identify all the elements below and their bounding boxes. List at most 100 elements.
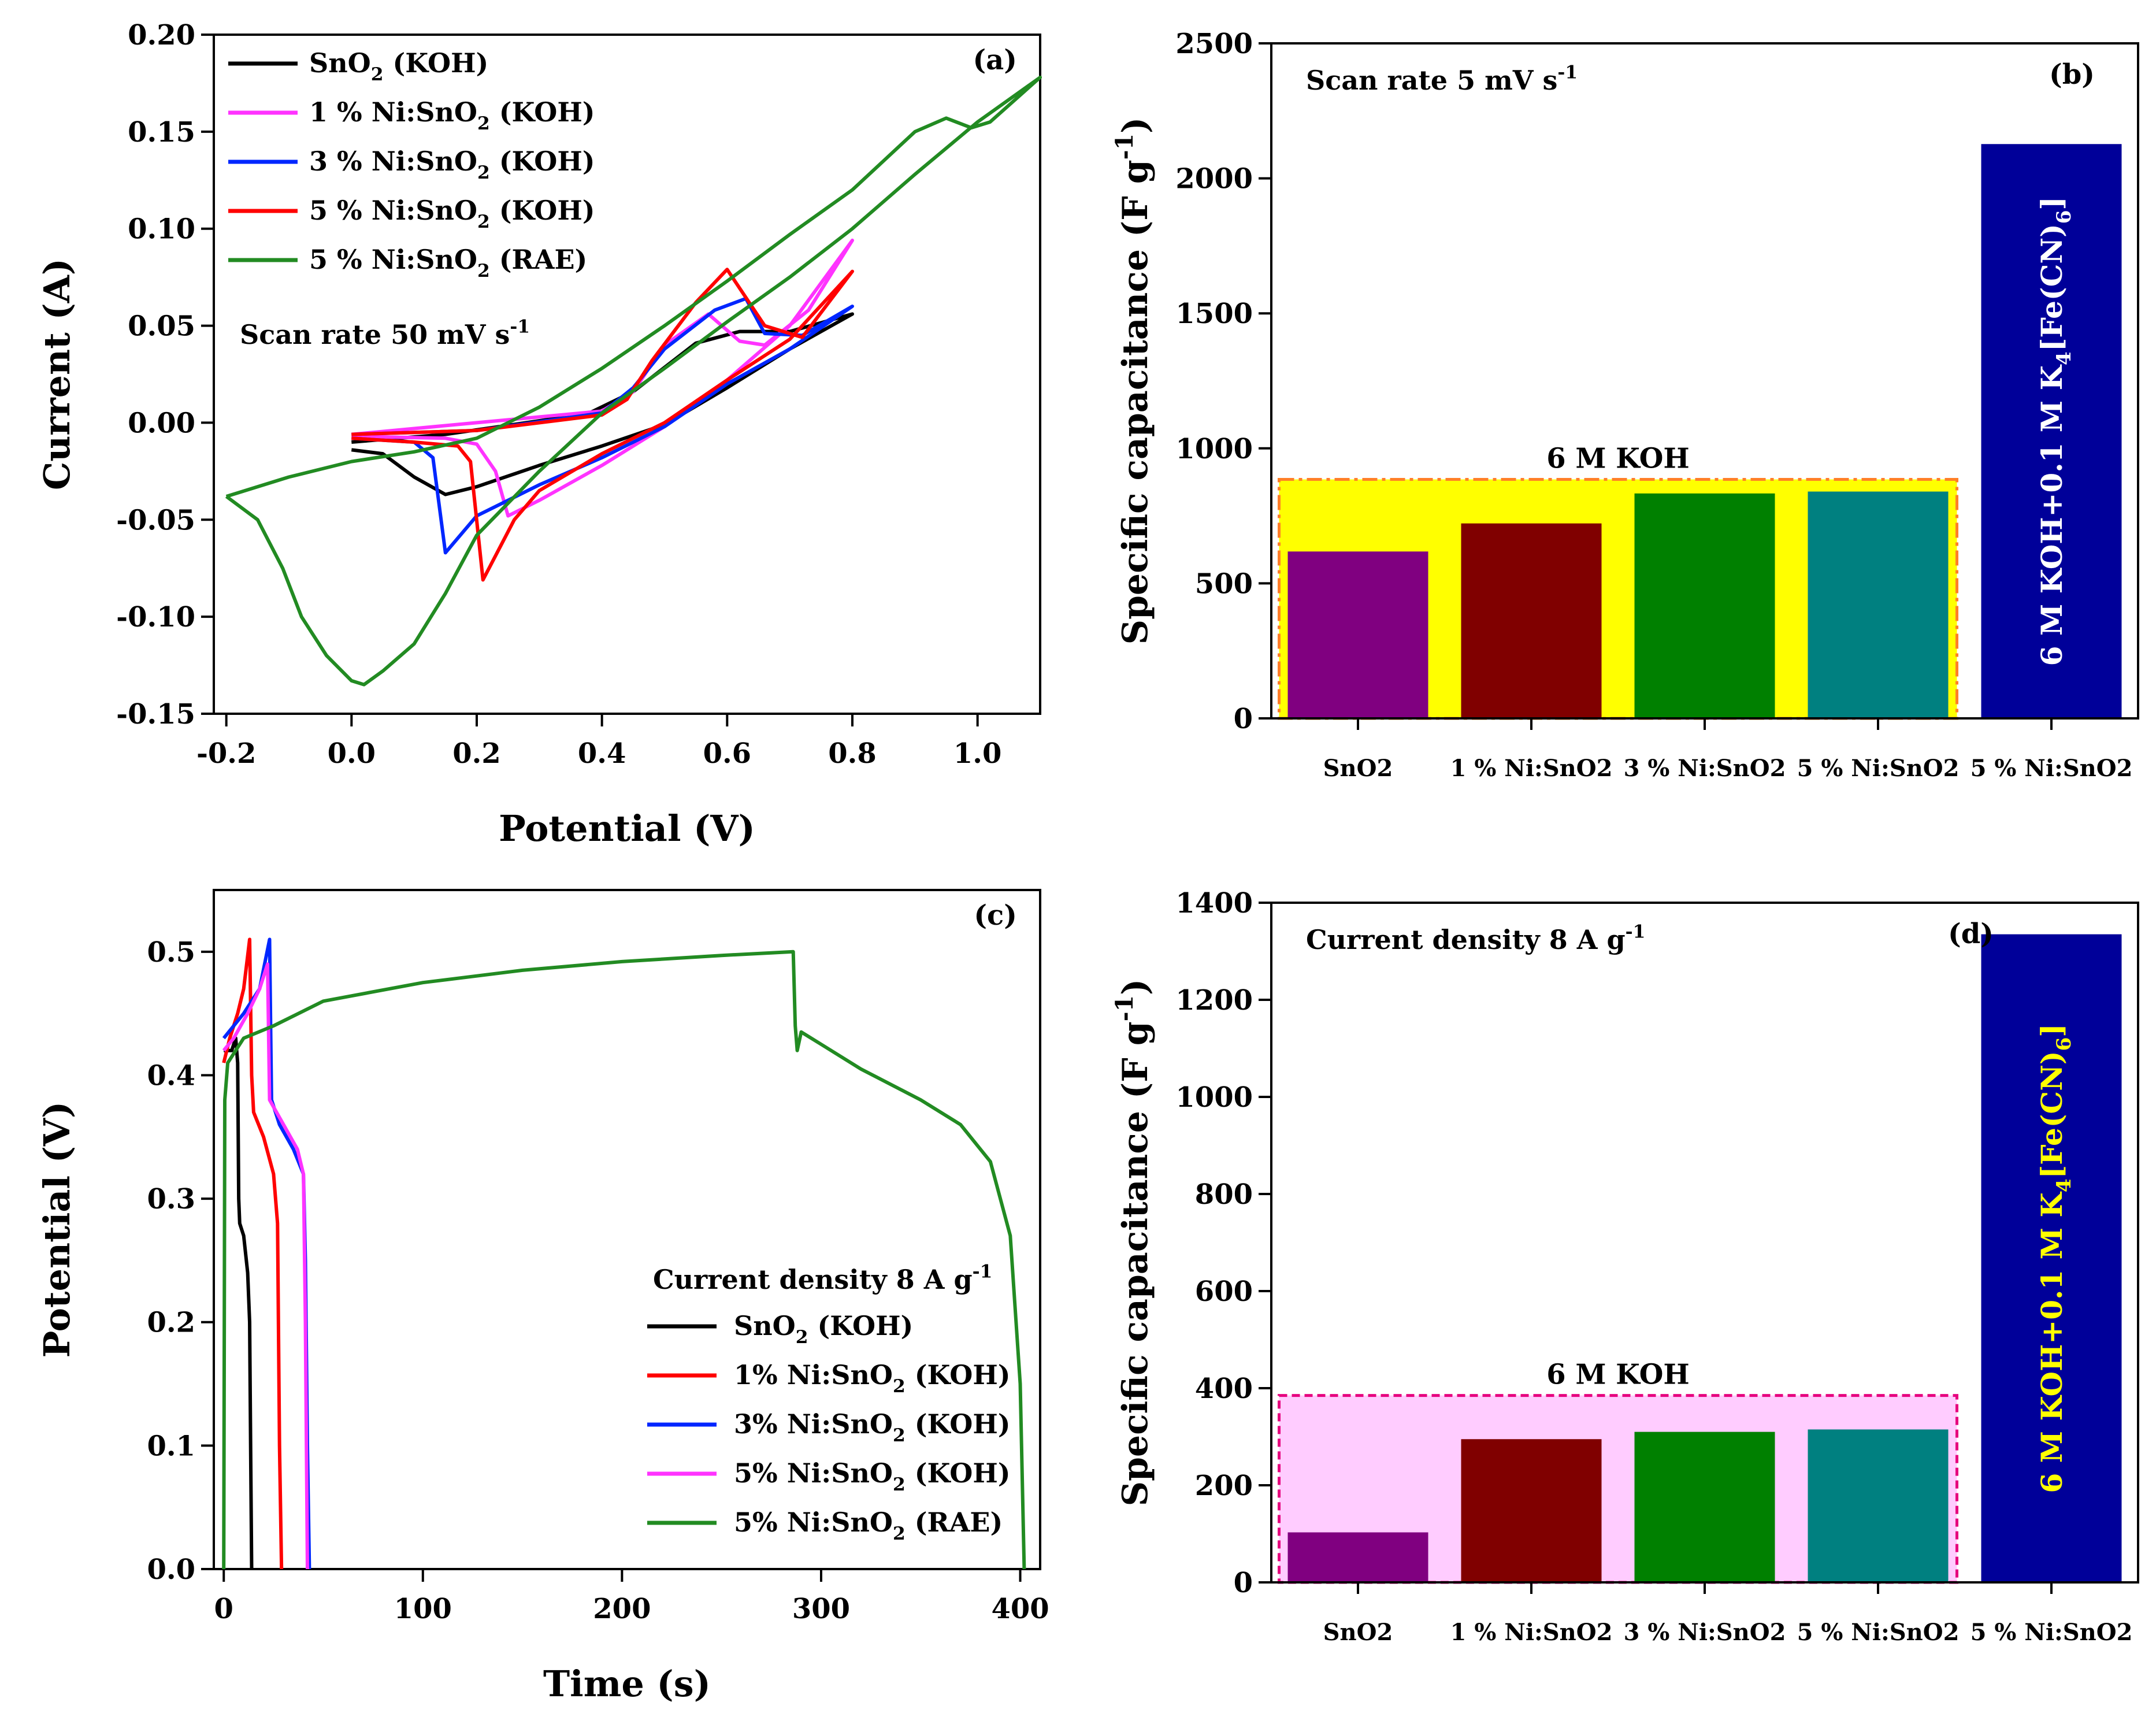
legend-entry: 3 % Ni:SnO2 (KOH) [309, 146, 595, 183]
x-tick-label: 300 [792, 1593, 850, 1625]
y-tick-label: 0.00 [128, 407, 195, 439]
bar-2 [1634, 493, 1775, 718]
bar-0 [1287, 1532, 1428, 1582]
legend-entry: 5% Ni:SnO2 (KOH) [734, 1458, 1011, 1495]
category-label: 5 % Ni:SnO2 [1797, 755, 1960, 782]
y-tick-label: 1000 [1175, 1081, 1253, 1114]
y-tick-label: 0.20 [128, 19, 195, 51]
y-tick-label: 1500 [1175, 298, 1253, 330]
panel-label: (c) [974, 899, 1017, 932]
y-tick-label: 200 [1195, 1470, 1253, 1502]
x-axis-label: Potential (V) [499, 807, 755, 850]
y-axis-label: Specific capacitance (F g-1) [1111, 117, 1156, 645]
legend-entry: SnO2 (KOH) [734, 1310, 913, 1348]
y-tick-label: 0.5 [147, 936, 195, 969]
y-tick-label: -0.05 [116, 504, 195, 536]
category-label: 3 % Ni:SnO2 [1624, 1619, 1786, 1646]
y-tick-label: 0.3 [147, 1183, 195, 1215]
category-label: 1 % Ni:SnO2 [1450, 755, 1613, 782]
series-line-4 [225, 75, 1042, 687]
x-tick-label: 0.8 [828, 737, 877, 770]
chart-panel-b: 6 M KOH 0 500 1000 1500 2000 2500 SnO2 1 % Ni:Sn… [1111, 28, 2139, 782]
y-tick-label: 400 [1195, 1373, 1253, 1405]
legend-entry: SnO2 (KOH) [309, 47, 488, 85]
plot-frame [213, 889, 1041, 1570]
y-tick-label: 0.4 [147, 1059, 195, 1092]
category-label: 1 % Ni:SnO2 [1450, 1619, 1613, 1646]
legend-entry: 5 % Ni:SnO2 (KOH) [309, 195, 595, 232]
x-tick-label: 1.0 [953, 737, 1002, 770]
panel-label: (d) [1948, 918, 1994, 950]
y-tick-label: 0.15 [128, 116, 195, 149]
legend-entry: 1 % Ni:SnO2 (KOH) [309, 97, 595, 134]
annotation: Current density 8 A g-1 [1306, 922, 1645, 955]
category-label: 3 % Ni:SnO2 [1624, 755, 1786, 782]
y-tick-label: 500 [1195, 568, 1253, 600]
y-tick-label: 1200 [1175, 984, 1253, 1017]
panel-label: (b) [2049, 58, 2095, 91]
bar-2 [1634, 1432, 1775, 1582]
series-line-3 [351, 268, 854, 582]
category-label: SnO2 [1323, 755, 1393, 782]
legend-title: Current density 8 A g-1 [653, 1262, 992, 1295]
y-tick-label: 800 [1195, 1178, 1253, 1211]
y-tick-label: 1000 [1175, 433, 1253, 465]
x-tick-label: 0.6 [703, 737, 752, 770]
bar-3 [1808, 1429, 1949, 1582]
legend-entry: 1% Ni:SnO2 (KOH) [734, 1359, 1011, 1397]
annotation: Scan rate 5 mV s-1 [1306, 62, 1578, 96]
x-axis-label: Time (s) [543, 1663, 711, 1705]
legend-entry: 5 % Ni:SnO2 (RAE) [309, 244, 587, 281]
y-tick-label: 0.2 [147, 1307, 195, 1339]
series-line-1 [222, 937, 284, 1570]
chart-panel-a: -0.15 -0.10 -0.05 0.00 0.05 0.10 0.15 0.20 -0.2 0… [36, 19, 1042, 850]
x-tick-label: -0.2 [196, 737, 256, 770]
group-label: 6 M KOH [1546, 443, 1690, 475]
annotation: Scan rate 50 mV s-1 [240, 317, 530, 350]
x-tick-label: 0.2 [452, 737, 501, 770]
x-tick-label: 100 [394, 1593, 452, 1625]
chart-panel-c: 0.0 0.1 0.2 0.3 0.4 0.5 0 100 200 300 400 Time (s) P… [36, 889, 1049, 1705]
y-tick-label: 0.0 [147, 1553, 195, 1586]
group-label: 6 M KOH [1546, 1359, 1690, 1391]
y-axis-label: Current (A) [36, 258, 78, 490]
category-label: 5 % Ni:SnO2 [1971, 755, 2133, 782]
bar-0 [1287, 551, 1428, 718]
category-label: SnO2 [1323, 1619, 1393, 1646]
x-tick-label: 0.4 [578, 737, 626, 770]
series-line-1 [351, 238, 854, 518]
bar-1 [1461, 523, 1602, 718]
y-tick-label: 0.1 [147, 1430, 195, 1462]
y-axis-label: Potential (V) [36, 1102, 78, 1358]
chart-panel-d: 6 M KOH 0 200 400 600 800 1000 1200 1400 SnO2 1 % … [1111, 887, 2139, 1646]
x-tick-label: 0 [214, 1593, 233, 1625]
x-tick-label: 400 [991, 1593, 1049, 1625]
y-axis-label: Specific capacitance (F g-1) [1111, 979, 1156, 1507]
y-tick-label: 1400 [1175, 887, 1253, 919]
series-line-0 [224, 1036, 254, 1570]
bar-4 [1981, 934, 2122, 1582]
bar-inner-label: 6 M KOH+0.1 M K4[Fe(CN)6] [2035, 196, 2076, 666]
series-line-3 [222, 962, 309, 1570]
series-line-4 [222, 950, 1026, 1570]
legend-entry: 5% Ni:SnO2 (RAE) [734, 1507, 1003, 1544]
bar-inner-label: 6 M KOH+0.1 M K4[Fe(CN)6] [2035, 1024, 2076, 1493]
y-tick-label: 2500 [1175, 28, 1253, 60]
y-tick-label: 0 [1234, 703, 1253, 735]
x-tick-label: 0.0 [328, 737, 376, 770]
category-label: 5 % Ni:SnO2 [1971, 1619, 2133, 1646]
bar-1 [1461, 1439, 1602, 1582]
category-label: 5 % Ni:SnO2 [1797, 1619, 1960, 1646]
y-tick-label: 0 [1234, 1567, 1253, 1599]
bar-3 [1808, 491, 1949, 718]
y-tick-label: 2000 [1175, 163, 1253, 195]
x-tick-label: 200 [593, 1593, 651, 1625]
legend-entry: 3% Ni:SnO2 (KOH) [734, 1408, 1011, 1446]
plot-frame [213, 34, 1041, 715]
y-tick-label: 0.10 [128, 213, 195, 246]
panel-label: (a) [973, 44, 1017, 76]
y-tick-label: -0.10 [116, 601, 195, 633]
y-tick-label: -0.15 [116, 698, 195, 730]
y-tick-label: 0.05 [128, 310, 195, 343]
